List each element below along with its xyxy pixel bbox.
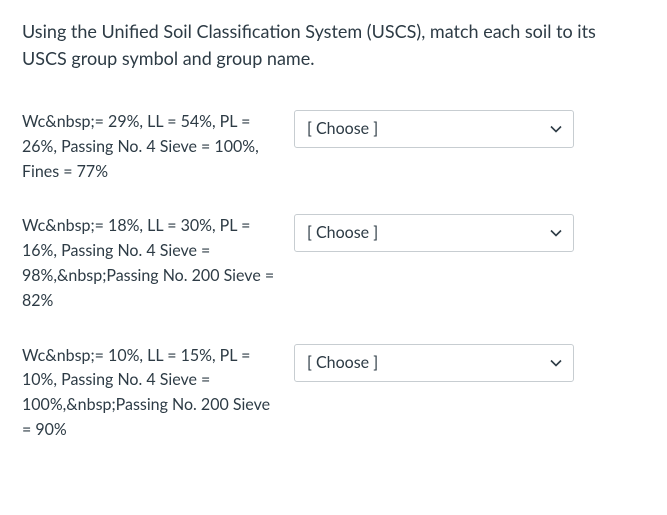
- match-prompt-1: Wc&nbsp;= 29%, LL = 54%, PL = 26%, Passi…: [22, 110, 282, 184]
- match-dropdown-2[interactable]: [ Choose ]: [294, 214, 574, 252]
- dropdown-cell: [ Choose ]: [294, 344, 574, 382]
- match-prompt-2: Wc&nbsp;= 18%, LL = 30%, PL = 16%, Passi…: [22, 214, 282, 313]
- match-row: Wc&nbsp;= 29%, LL = 54%, PL = 26%, Passi…: [22, 110, 645, 184]
- dropdown-cell: [ Choose ]: [294, 110, 574, 148]
- match-row: Wc&nbsp;= 18%, LL = 30%, PL = 16%, Passi…: [22, 214, 645, 313]
- chevron-down-icon: [549, 356, 563, 370]
- match-row: Wc&nbsp;= 10%, LL = 15%, PL = 10%, Passi…: [22, 344, 645, 443]
- dropdown-placeholder: [ Choose ]: [307, 221, 378, 245]
- match-prompt-3: Wc&nbsp;= 10%, LL = 15%, PL = 10%, Passi…: [22, 344, 282, 443]
- dropdown-placeholder: [ Choose ]: [307, 117, 378, 141]
- match-dropdown-3[interactable]: [ Choose ]: [294, 344, 574, 382]
- chevron-down-icon: [549, 226, 563, 240]
- chevron-down-icon: [549, 122, 563, 136]
- question-instructions: Using the Unified Soil Classification Sy…: [22, 18, 645, 72]
- dropdown-placeholder: [ Choose ]: [307, 351, 378, 375]
- dropdown-cell: [ Choose ]: [294, 214, 574, 252]
- match-dropdown-1[interactable]: [ Choose ]: [294, 110, 574, 148]
